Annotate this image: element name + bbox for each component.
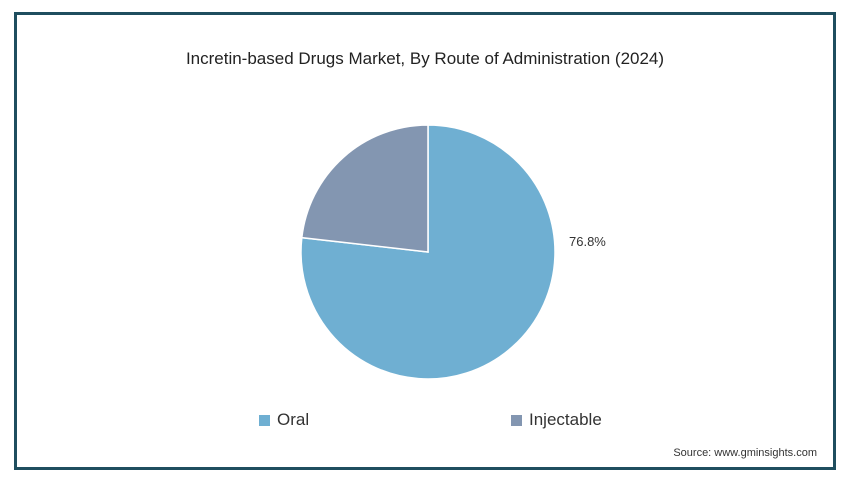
chart-title: Incretin-based Drugs Market, By Route of… (185, 49, 665, 68)
legend-label-oral: Oral (277, 410, 310, 429)
chart-frame: Incretin-based Drugs Market, By Route of… (14, 12, 836, 470)
pie-chart: 76.8% (300, 124, 606, 380)
legend-swatch-injectable (511, 414, 522, 426)
legend-label-injectable: Injectable (529, 410, 602, 429)
legend: Oral Injectable (17, 410, 833, 434)
legend-item-injectable: Injectable (511, 410, 602, 430)
legend-item-oral: Oral (259, 410, 309, 430)
pie-slice-injectable (300, 124, 429, 253)
data-label-oral: 76.8% (569, 234, 606, 249)
legend-swatch-oral (259, 414, 270, 426)
source-note: Source: www.gminsights.com (673, 447, 817, 459)
